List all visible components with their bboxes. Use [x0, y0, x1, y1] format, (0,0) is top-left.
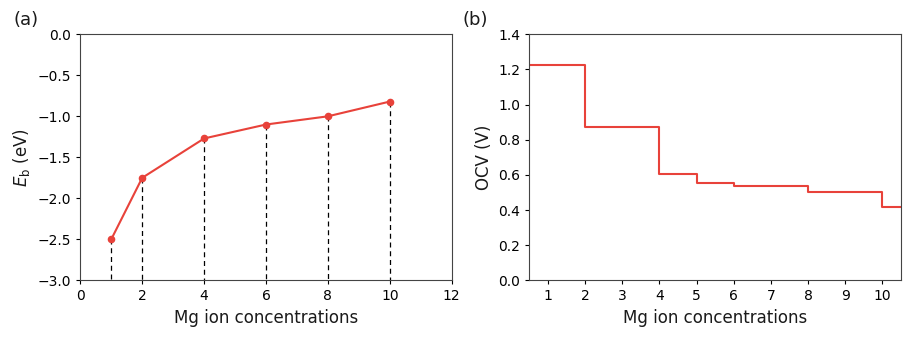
- Y-axis label: $E_{\mathrm{b}}$ (eV): $E_{\mathrm{b}}$ (eV): [11, 128, 32, 187]
- Point: [197, 136, 211, 141]
- Text: (a): (a): [14, 11, 38, 29]
- X-axis label: Mg ion concentrations: Mg ion concentrations: [622, 309, 806, 327]
- Point: [321, 114, 335, 119]
- Text: (b): (b): [462, 11, 487, 29]
- Point: [135, 175, 149, 180]
- Y-axis label: OCV (V): OCV (V): [475, 125, 492, 190]
- X-axis label: Mg ion concentrations: Mg ion concentrations: [174, 309, 358, 327]
- Point: [104, 237, 118, 242]
- Point: [382, 99, 396, 104]
- Point: [259, 122, 273, 127]
